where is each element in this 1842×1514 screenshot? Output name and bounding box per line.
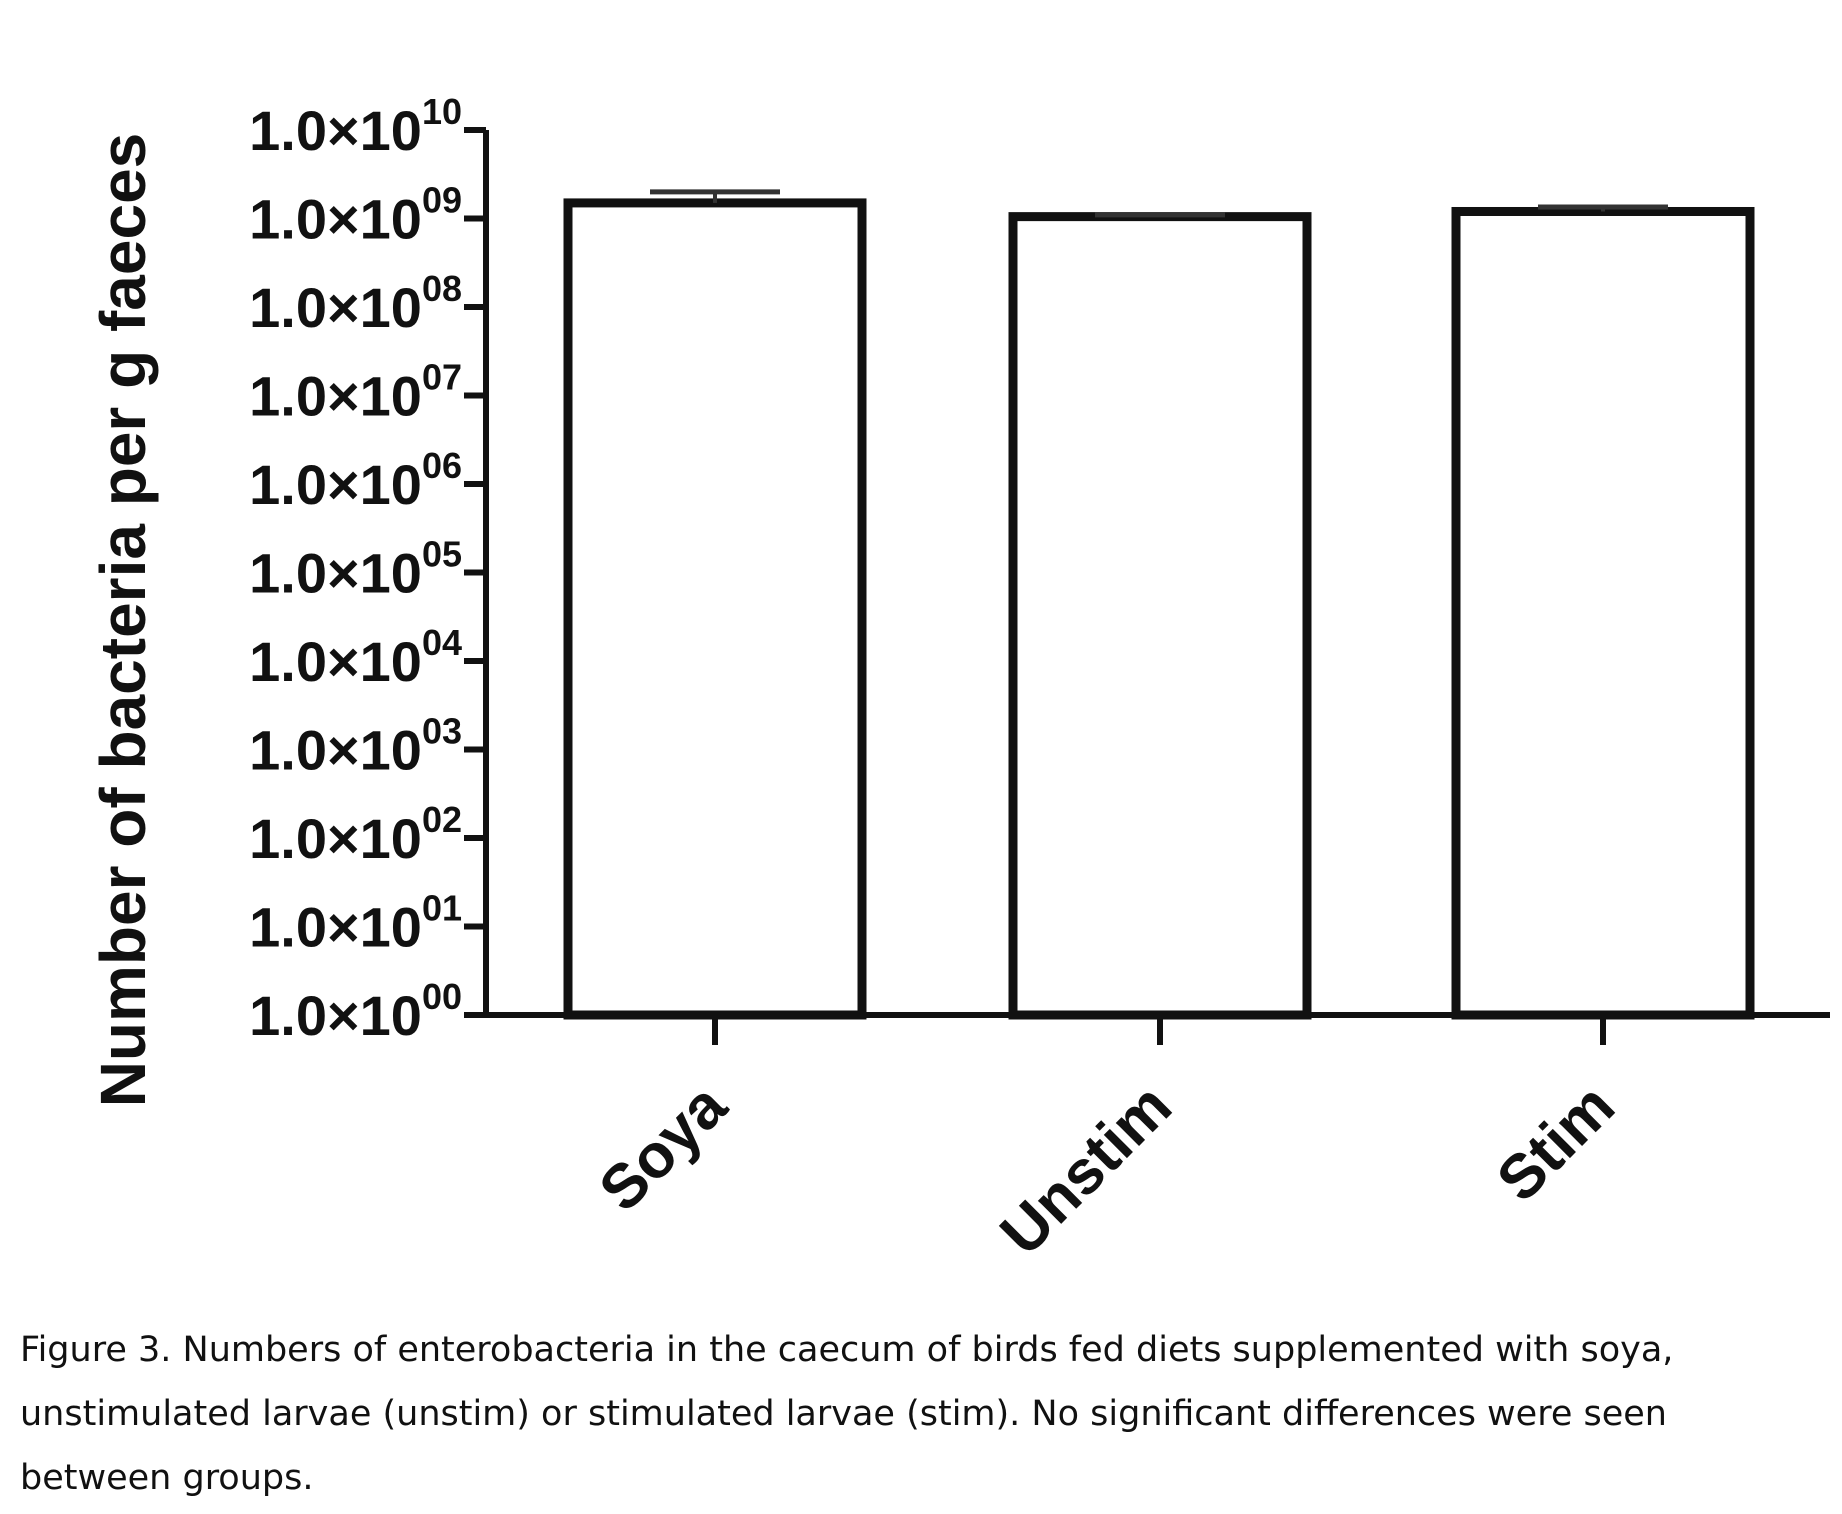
x-tick-label: Unstim	[988, 1071, 1185, 1268]
x-tick-label: Stim	[1484, 1071, 1628, 1215]
bar-unstim	[1008, 212, 1312, 1020]
figure-caption: Figure 3. Numbers of enterobacteria in t…	[20, 1330, 1674, 1498]
y-tick-label: 1.0×1002	[249, 799, 462, 870]
y-tick-label: 1.0×1005	[249, 534, 462, 605]
y-tick-label: 1.0×1003	[249, 711, 462, 782]
x-tick-label: Soya	[586, 1071, 740, 1225]
y-axis-title: Number of bacteria per g faeces	[87, 133, 159, 1108]
y-tick-label: 1.0×1009	[249, 180, 462, 251]
y-axis: 1.0×1000 1.0×1001 1.0×1002 1.0×1003 1.0×1004…	[249, 91, 489, 1047]
y-tick-label: 1.0×1004	[249, 622, 462, 693]
y-tick-label: 1.0×1007	[249, 357, 462, 428]
bar-chart: 1.0×1000 1.0×1001 1.0×1002 1.0×1003 1.0×1004…	[87, 91, 1830, 1269]
y-tick-label: 1.0×1001	[249, 888, 462, 959]
bars	[563, 189, 1755, 1020]
y-tick-label: 1.0×1010	[249, 91, 462, 162]
y-tick-label: 1.0×1000	[249, 976, 462, 1047]
category-labels: Soya Unstim Stim	[586, 1071, 1628, 1269]
bar-soya	[563, 198, 867, 1020]
bar-stim	[1451, 206, 1755, 1020]
y-tick-label: 1.0×1008	[249, 268, 462, 339]
y-tick-label: 1.0×1006	[249, 445, 462, 516]
